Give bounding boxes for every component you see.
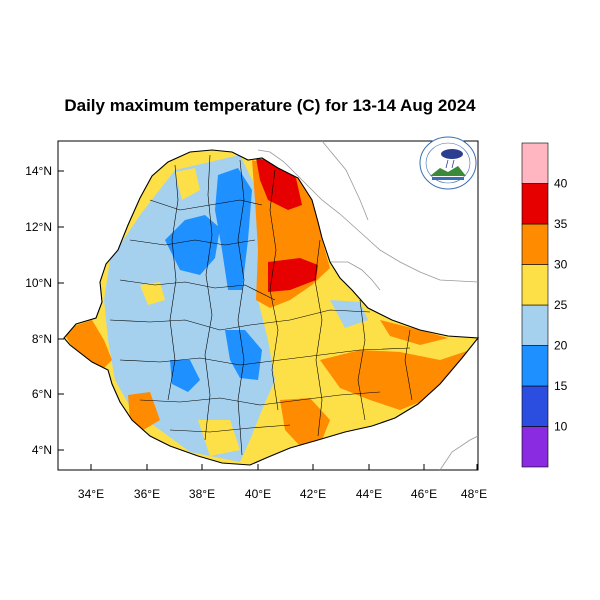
lat-tick-label: 4°N (32, 443, 52, 457)
lat-axis: 14°N 12°N 10°N 8°N 6°N 4°N (25, 164, 64, 457)
lon-tick-label: 48°E (461, 487, 487, 501)
lon-tick-label: 42°E (300, 487, 326, 501)
colorbar-label: 25 (554, 298, 568, 312)
lat-tick-label: 8°N (32, 332, 52, 346)
map-title: Daily maximum temperature (C) for 13-14 … (64, 96, 476, 115)
lon-axis: 34°E 36°E 38°E 40°E 42°E 44°E 46°E 48°E (78, 464, 487, 501)
colorbar-label: 10 (554, 420, 568, 434)
country-outline (63, 149, 480, 466)
lon-tick-label: 44°E (356, 487, 382, 501)
colorbar-label: 35 (554, 217, 568, 231)
lon-tick-label: 36°E (134, 487, 160, 501)
lat-tick-label: 14°N (25, 164, 52, 178)
colorbar-label: 20 (554, 339, 568, 353)
meteorology-agency-logo (419, 136, 477, 190)
colorbar-bin (521, 345, 549, 387)
lon-tick-label: 38°E (189, 487, 215, 501)
colorbar-label: 40 (554, 177, 568, 191)
colorbar-bin (521, 183, 549, 225)
colorbar-bin (521, 426, 549, 468)
lon-tick-label: 46°E (411, 487, 437, 501)
colorbar-label: 15 (554, 379, 568, 393)
colorbar-bin (521, 264, 549, 306)
colorbar-bin (521, 223, 549, 265)
admin-boundaries (109, 154, 413, 456)
lon-tick-label: 34°E (78, 487, 104, 501)
colorbar-bin (521, 385, 549, 427)
lat-tick-label: 6°N (32, 387, 52, 401)
colorbar-label: 30 (554, 258, 568, 272)
lon-tick-label: 40°E (245, 487, 271, 501)
colorbar-bin (521, 304, 549, 346)
neighbour-borders (257, 140, 479, 471)
lat-tick-label: 10°N (25, 276, 52, 290)
colorbar-bin (521, 142, 549, 184)
lat-tick-label: 12°N (25, 220, 52, 234)
colorbar: 10 15 20 25 30 35 40 (521, 142, 568, 468)
